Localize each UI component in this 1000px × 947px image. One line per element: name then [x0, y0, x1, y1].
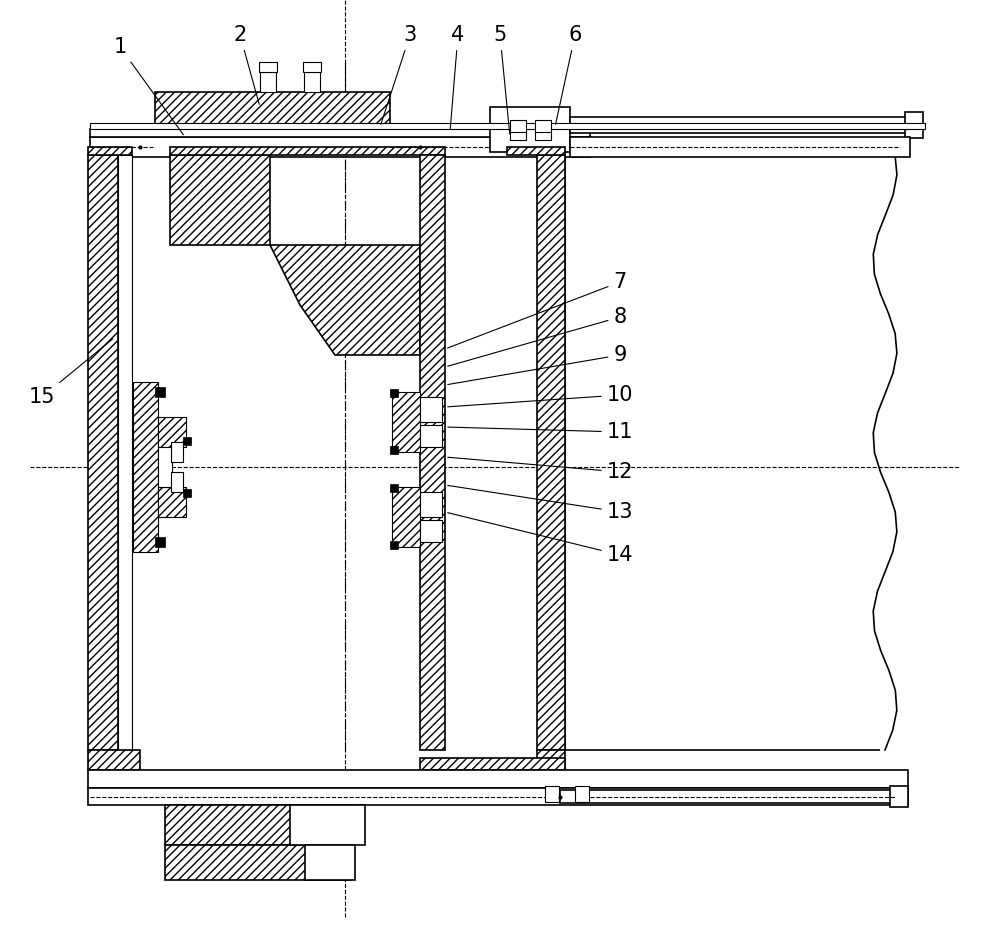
Bar — [88, 147, 132, 155]
Bar — [510, 120, 526, 140]
Bar — [88, 155, 118, 750]
Text: 15: 15 — [29, 339, 113, 407]
Bar — [303, 62, 321, 72]
Bar — [537, 750, 565, 770]
Bar — [905, 112, 923, 138]
Bar — [290, 805, 365, 845]
Bar — [420, 520, 442, 542]
Bar — [133, 382, 158, 552]
Text: 9: 9 — [448, 345, 627, 384]
Bar — [304, 72, 320, 92]
Text: 3: 3 — [381, 25, 417, 124]
Text: 8: 8 — [448, 307, 627, 366]
Bar — [490, 107, 570, 152]
Bar — [260, 72, 276, 92]
Bar — [165, 845, 350, 880]
Bar — [390, 389, 398, 397]
Text: 14: 14 — [448, 512, 633, 565]
Bar — [390, 484, 398, 492]
Bar — [259, 62, 277, 72]
Bar — [165, 805, 350, 845]
Text: 1: 1 — [113, 37, 183, 134]
Bar — [560, 790, 895, 803]
Bar — [420, 155, 445, 750]
Bar — [171, 442, 183, 462]
Bar — [88, 770, 908, 788]
Text: 7: 7 — [448, 272, 627, 348]
Bar — [88, 750, 140, 770]
Bar — [158, 487, 186, 517]
Bar — [183, 489, 191, 497]
Bar — [420, 492, 442, 517]
Bar — [570, 137, 910, 157]
Bar — [420, 425, 442, 447]
Bar — [305, 845, 355, 880]
Bar — [390, 446, 398, 454]
Bar — [570, 117, 910, 133]
Text: 6: 6 — [556, 25, 582, 124]
Bar — [155, 537, 165, 547]
Bar — [420, 397, 442, 422]
Text: 12: 12 — [448, 457, 633, 482]
Bar — [158, 447, 172, 487]
Bar — [890, 786, 908, 807]
Bar — [507, 147, 565, 155]
Text: 5: 5 — [493, 25, 510, 134]
Bar — [155, 387, 165, 397]
Bar — [158, 417, 186, 447]
Bar — [392, 392, 420, 452]
Bar — [90, 137, 590, 157]
Bar — [183, 437, 191, 445]
Bar — [170, 147, 445, 155]
Bar — [88, 788, 908, 805]
Bar — [170, 155, 270, 245]
Bar — [171, 472, 183, 492]
Bar — [90, 129, 590, 137]
Bar — [390, 541, 398, 549]
Polygon shape — [270, 245, 420, 355]
Text: 11: 11 — [448, 422, 633, 442]
Bar — [535, 120, 551, 140]
Bar — [420, 758, 565, 770]
Bar — [575, 786, 589, 802]
Bar — [118, 155, 132, 750]
Text: 13: 13 — [448, 486, 633, 522]
Text: 4: 4 — [450, 25, 465, 129]
Bar — [90, 123, 925, 129]
Bar — [155, 92, 390, 137]
Text: 2: 2 — [233, 25, 259, 104]
Text: 10: 10 — [448, 385, 633, 407]
Bar — [392, 487, 420, 547]
Bar — [537, 155, 565, 750]
Bar — [545, 786, 559, 802]
